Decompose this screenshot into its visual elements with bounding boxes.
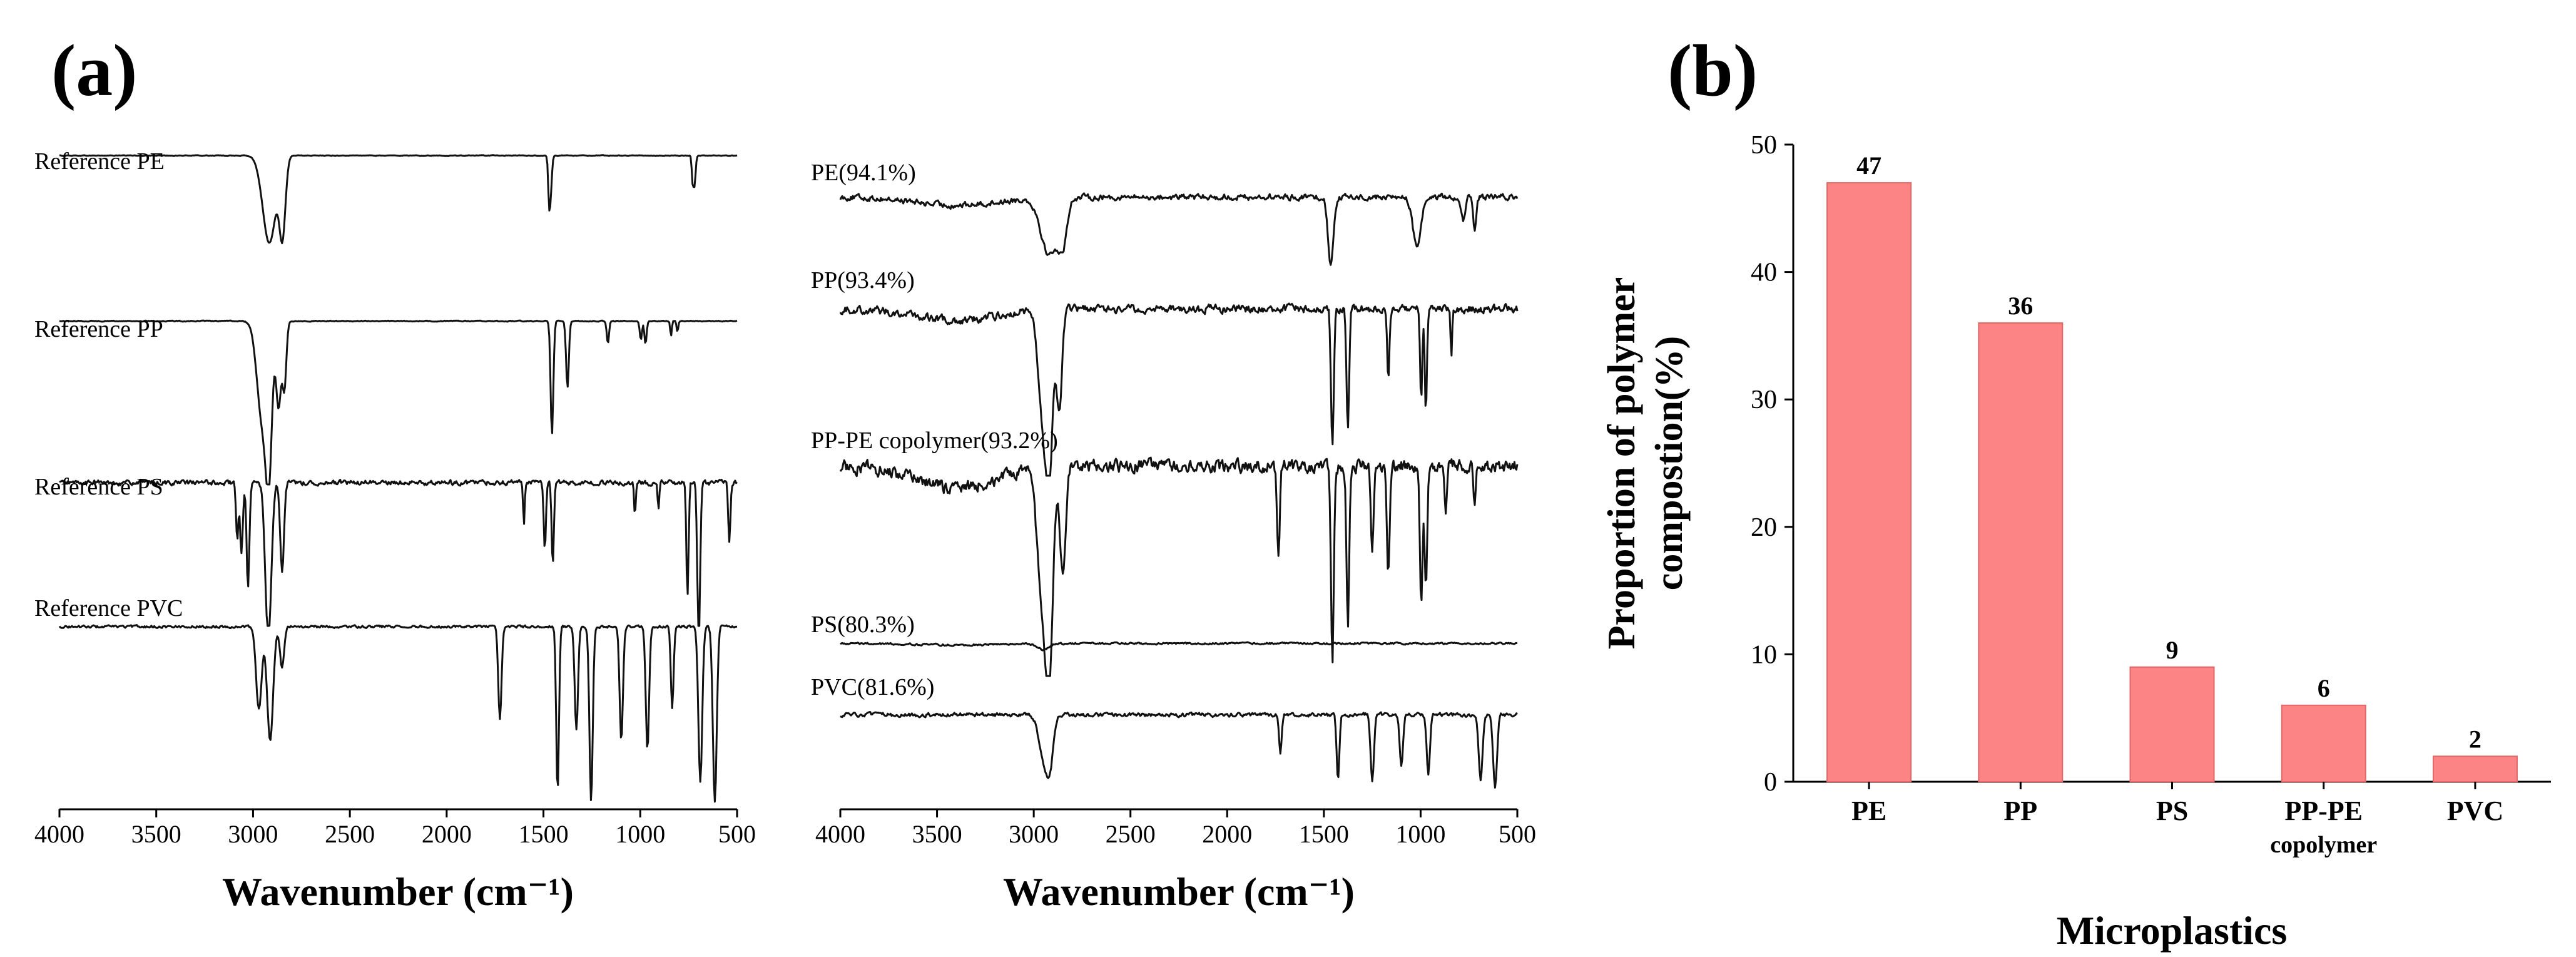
spectrum-label: Reference PP bbox=[34, 316, 163, 342]
spectrum-label: PP(93.4%) bbox=[811, 267, 915, 294]
spectrum-label: Reference PVC bbox=[34, 595, 183, 622]
x-tick-label: 1000 bbox=[1395, 820, 1445, 848]
spectrum-line bbox=[839, 456, 1519, 677]
x-tick-label: 2500 bbox=[325, 820, 375, 848]
x-axis-title: Wavenumber (cm⁻¹) bbox=[1003, 869, 1355, 914]
spectrum-label: PVC(81.6%) bbox=[811, 674, 934, 700]
spectrum-label: Reference PS bbox=[34, 474, 163, 500]
x-tick-label: 3500 bbox=[912, 820, 962, 848]
bar bbox=[2281, 704, 2366, 782]
x-tick-label: 3000 bbox=[228, 820, 278, 848]
x-tick-label: 3500 bbox=[131, 820, 181, 848]
spectrum-line bbox=[839, 302, 1519, 477]
x-tick-label: 1500 bbox=[1299, 820, 1349, 848]
x-tick-label: 500 bbox=[718, 820, 756, 848]
spectrum-line bbox=[59, 478, 738, 627]
panel-label-a: (a) bbox=[51, 29, 138, 111]
x-tick-label: 2500 bbox=[1106, 820, 1156, 848]
panel-label-b: (b) bbox=[1667, 29, 1758, 111]
spectrum-label: PE(94.1%) bbox=[811, 160, 916, 186]
bar-value-label: 6 bbox=[2318, 674, 2330, 702]
panel-b-bar-chart: (b) 0 10 20 30 40 50 47 36 9 6 2 PE PP PS PP-PE copol… bbox=[1601, 29, 2551, 953]
spectrum-label: Reference PE bbox=[34, 148, 165, 175]
spectrum-line bbox=[840, 711, 1518, 789]
y-tick-label: 20 bbox=[1751, 513, 1777, 542]
spectrum-label: PP-PE copolymer(93.2%) bbox=[811, 427, 1058, 454]
panel-a-sample-chart: 4000 3500 3000 2500 2000 1500 1000 500 PE(94.1%… bbox=[811, 160, 1536, 914]
y-axis-title-text: Proportion of polymer compostion(%) bbox=[1601, 277, 1691, 650]
spectrum-label: PS(80.3%) bbox=[811, 612, 915, 638]
bar bbox=[2129, 666, 2215, 783]
y-axis-title: Proportion of polymer compostion(%) bbox=[1601, 277, 1691, 650]
x-category-label: PP-PE copolymer bbox=[2270, 796, 2377, 858]
x-tick-label: 1500 bbox=[519, 820, 569, 848]
panel-a-reference-chart: (a) 4000 3500 3000 2500 2000 1500 1000 500 Refe… bbox=[34, 29, 756, 914]
spectrum-line bbox=[59, 154, 738, 245]
bar-value-label: 9 bbox=[2166, 636, 2179, 664]
x-tick-label: 4000 bbox=[815, 820, 865, 848]
spectrum-line bbox=[58, 624, 737, 803]
x-tick-label: 1000 bbox=[615, 820, 665, 848]
bar-value-label: 36 bbox=[2008, 292, 2033, 320]
bar-value-label: 47 bbox=[1856, 151, 1881, 180]
bar bbox=[2432, 755, 2518, 783]
spectrum-line bbox=[59, 319, 738, 486]
x-category-label: PE bbox=[1851, 796, 1886, 826]
spectrum-line bbox=[840, 641, 1518, 652]
x-tick-label: 3000 bbox=[1009, 820, 1059, 848]
x-axis-title: Wavenumber (cm⁻¹) bbox=[222, 869, 574, 914]
x-tick-label: 2000 bbox=[1202, 820, 1252, 848]
y-tick-label: 10 bbox=[1751, 640, 1777, 669]
x-category-label: PP bbox=[2003, 796, 2037, 826]
bar bbox=[1826, 182, 1912, 782]
x-category-label: PS bbox=[2156, 796, 2188, 826]
y-tick-label: 50 bbox=[1751, 131, 1777, 160]
bar bbox=[1978, 322, 2064, 782]
x-tick-label: 2000 bbox=[422, 820, 472, 848]
x-tick-label: 500 bbox=[1499, 820, 1536, 848]
x-tick-label: 4000 bbox=[34, 820, 84, 848]
y-tick-label: 0 bbox=[1764, 768, 1777, 797]
y-tick-label: 40 bbox=[1751, 258, 1777, 287]
x-axis-title: Microplastics bbox=[2057, 908, 2288, 953]
bar-value-label: 2 bbox=[2469, 725, 2482, 753]
spectrum-line bbox=[839, 192, 1519, 266]
x-category-label: PVC bbox=[2447, 796, 2503, 826]
y-tick-label: 30 bbox=[1751, 386, 1777, 414]
